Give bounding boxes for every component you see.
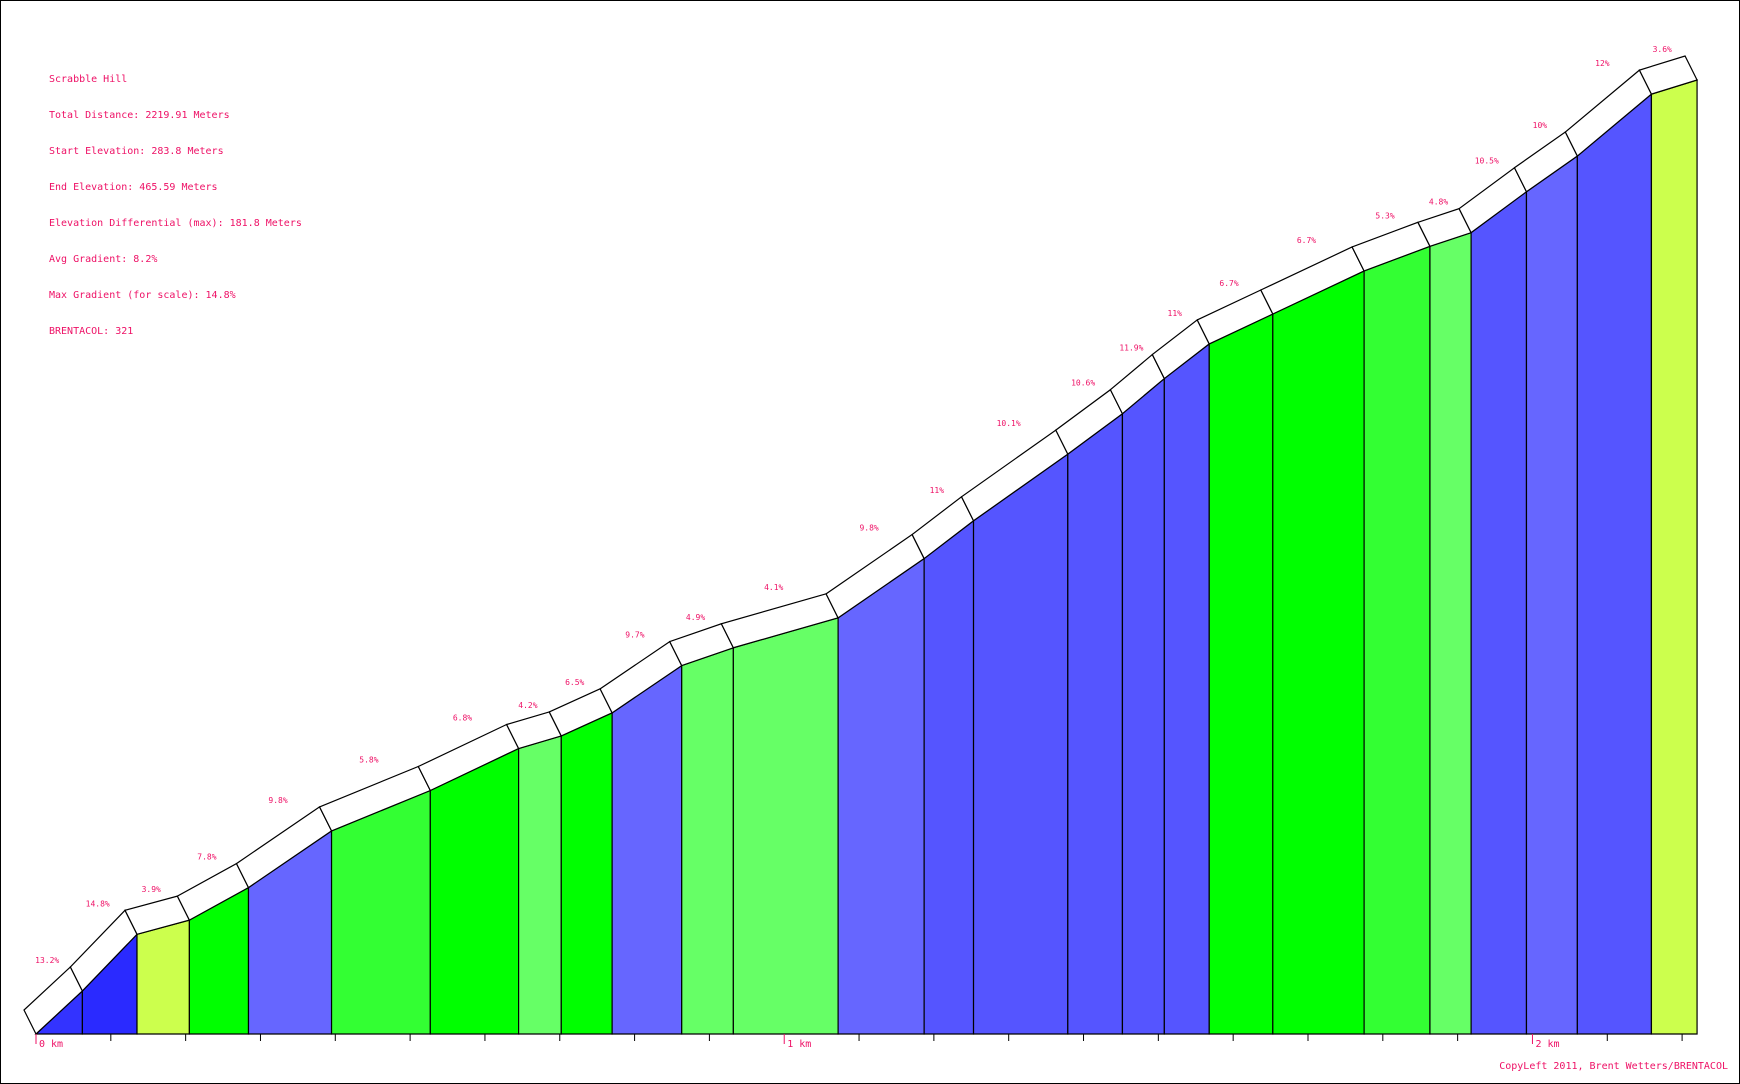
profile-segment	[1576, 92, 1653, 1035]
x-tick-label: 0 km	[39, 1039, 63, 1050]
climb-name: Scrabble Hill	[49, 74, 128, 85]
gradient-label: 10%	[1533, 121, 1548, 130]
profile-segments	[34, 79, 1698, 1035]
gradient-label: 4.8%	[1429, 198, 1448, 207]
gradient-label: 11%	[1168, 309, 1183, 318]
profile-segment	[518, 735, 562, 1035]
gradient-label: 12%	[1595, 59, 1610, 68]
profile-segment	[560, 711, 613, 1035]
start-elevation: Start Elevation: 283.8 Meters	[49, 146, 224, 157]
gradient-label: 5.3%	[1375, 211, 1394, 220]
profile-segment	[1525, 154, 1578, 1035]
gradient-label: 9.8%	[859, 524, 878, 533]
end-elevation: End Elevation: 465.59 Meters	[49, 182, 218, 193]
climb-info-panel: Scrabble Hill Total Distance: 2219.91 Me…	[49, 50, 302, 350]
copyright-notice: CopyLeft 2011, Brent Wetters/BRENTACOL	[1499, 1061, 1728, 1072]
gradient-label: 6.7%	[1297, 236, 1316, 245]
gradient-label: 9.7%	[625, 631, 644, 640]
gradient-label: 6.5%	[565, 678, 584, 687]
x-axis: 0 km 1 km 2 km	[35, 1033, 1697, 1050]
profile-band	[23, 55, 1698, 1035]
gradient-label: 6.8%	[453, 714, 472, 723]
gradient-labels: 13.2% 14.8% 3.9% 7.8% 9.8% 5.8% 6.8% 4.2% 6.5% 9.…	[35, 45, 1672, 965]
gradient-label: 4.1%	[764, 583, 783, 592]
profile-segment	[1272, 270, 1365, 1035]
profile-segment	[1067, 412, 1124, 1035]
profile-segment	[972, 452, 1069, 1035]
profile-segment	[1163, 342, 1210, 1035]
gradient-label: 4.9%	[686, 613, 705, 622]
gradient-label: 13.2%	[35, 956, 59, 965]
gradient-label: 3.9%	[142, 885, 161, 894]
profile-segment	[1363, 245, 1431, 1035]
total-distance: Total Distance: 2219.91 Meters	[49, 110, 230, 121]
gradient-label: 10.1%	[997, 419, 1021, 428]
gradient-label: 3.6%	[1653, 45, 1672, 54]
x-tick-label: 1 km	[787, 1039, 811, 1050]
profile-segment	[1470, 190, 1528, 1035]
gradient-label: 5.8%	[359, 756, 378, 765]
elevation-differential: Elevation Differential (max): 181.8 Mete…	[49, 218, 302, 229]
profile-segment	[1429, 231, 1472, 1035]
gradient-label: 9.8%	[268, 796, 287, 805]
band-segment	[1638, 55, 1698, 95]
profile-segment	[1208, 313, 1274, 1035]
gradient-label: 11.9%	[1119, 344, 1143, 353]
profile-segment	[611, 664, 683, 1035]
profile-segment	[837, 557, 925, 1035]
gradient-label: 14.8%	[86, 899, 110, 908]
avg-gradient: Avg Gradient: 8.2%	[49, 254, 158, 265]
gradient-label: 10.5%	[1475, 157, 1499, 166]
gradient-label: 7.8%	[197, 853, 216, 862]
profile-segment	[681, 646, 734, 1035]
profile-segment	[923, 519, 975, 1035]
profile-segment	[732, 617, 839, 1035]
gradient-label: 11%	[930, 486, 945, 495]
max-gradient: Max Gradient (for scale): 14.8%	[49, 290, 236, 301]
profile-segment	[330, 789, 431, 1035]
gradient-label: 10.6%	[1071, 379, 1095, 388]
profile-segment	[136, 919, 190, 1035]
x-tick-label: 2 km	[1535, 1039, 1559, 1050]
profile-segment	[429, 747, 520, 1035]
gradient-label: 6.7%	[1219, 279, 1238, 288]
profile-segment	[1121, 377, 1165, 1035]
profile-segment	[1650, 79, 1698, 1035]
brentacol-score: BRENTACOL: 321	[49, 326, 134, 337]
gradient-label: 4.2%	[518, 701, 537, 710]
